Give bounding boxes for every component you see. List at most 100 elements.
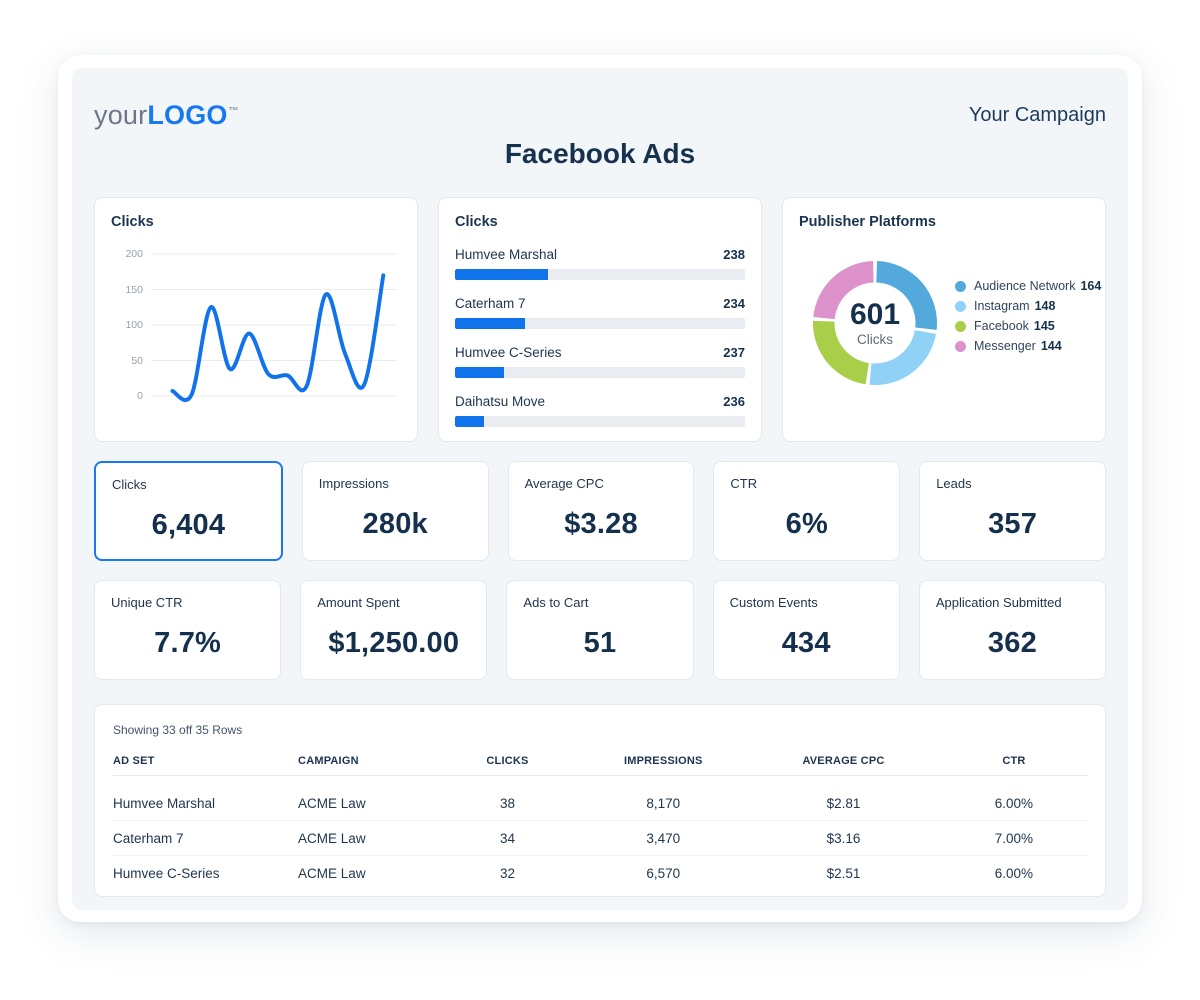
column-header-average-cpc: AVERAGE CPC [802,754,885,767]
logo-prefix: your [94,100,148,130]
legend-item: Instagram 148 [955,299,1101,313]
kpi-label: Ads to Cart [523,595,589,610]
table-cell: $3.16 [826,830,861,846]
table-cell: 8,170 [646,795,681,811]
table-cell: 6.00% [994,795,1034,811]
publisher-platforms-card: Publisher Platforms 601 Clicks Audience … [782,197,1106,442]
table-cell: 6.00% [994,866,1034,881]
table-cell: $2.81 [826,795,861,811]
legend-value: 148 [1034,299,1056,313]
publisher-donut-chart: 601 Clicks [810,258,940,388]
bar-list-item: Humvee Marshal 238 [455,247,745,280]
kpi-card-amount-spent[interactable]: Amount Spent $1,250.00 [300,580,488,680]
legend-label: Audience Network [974,279,1076,293]
bar-item-label: Humvee C-Series [455,345,562,360]
bar-fill [455,318,525,329]
adset-table: AD SET CAMPAIGN CLICKS IMPRESSIONS AVERAGE C… [113,746,1087,891]
kpi-row-1: Clicks 6,404 Impressions 280k Average CPC $3.… [94,461,1106,561]
bar-list-item: Daihatsu Move 236 [455,394,745,427]
table-cell: ACME Law [298,830,366,846]
clicks-trend-line [170,273,386,402]
y-axis-tick: 100 [125,319,143,331]
legend-dot-icon [955,320,966,332]
kpi-card-leads[interactable]: Leads 357 [919,461,1106,561]
bar-item-label: Daihatsu Move [455,394,546,409]
kpi-card-unique-ctr[interactable]: Unique CTR 7.7% [94,580,282,680]
table-cell: 7.00% [994,830,1034,846]
kpi-value: $3.28 [564,508,638,540]
column-header-ctr: CTR [1002,754,1026,767]
donut-svg [813,261,937,385]
kpi-card-impressions[interactable]: Impressions 280k [301,461,489,561]
bar-list-item: Humvee C-Series 237 [455,345,745,378]
table-cell: Humvee Marshal [113,795,216,811]
table-cell: 3,470 [646,830,681,846]
kpi-value: 7.7% [154,627,222,659]
clicks-line-chart: 200 150 100 50 0 [111,246,401,416]
kpi-label: Unique CTR [111,595,183,610]
table-row: Humvee C-Series ACME Law 32 6,570 $2.51 6.00% [113,856,1087,891]
table-row: Caterham 7 ACME Law 34 3,470 $3.16 7.00% [113,821,1087,856]
header: yourLOGO™ Your Campaign [94,98,1106,132]
y-axis-tick: 200 [125,248,143,260]
table-cell: 38 [499,795,515,811]
legend-value: 144 [1040,339,1062,353]
bar-track [455,367,745,378]
legend-dot-icon [955,280,966,292]
report-frame: yourLOGO™ Your Campaign Facebook Ads Cli… [58,55,1142,922]
table-cell: $2.51 [826,866,861,881]
kpi-card-clicks[interactable]: Clicks 6,404 [94,461,283,561]
y-axis-tick: 50 [131,354,143,367]
kpi-label: Amount Spent [317,595,400,610]
kpi-card-average-cpc[interactable]: Average CPC $3.28 [507,461,695,561]
table-cell: Humvee C-Series [113,866,220,881]
bar-fill [455,416,484,427]
table-cell: 34 [499,830,515,846]
bar-fill [455,367,505,378]
kpi-label: Custom Events [729,595,818,610]
donut-segment-messenger [813,261,874,320]
clicks-by-adset-title: Clicks [455,214,498,230]
kpi-card-custom-events[interactable]: Custom Events 434 [712,580,900,680]
page-title: Facebook Ads [504,138,696,169]
line-chart-svg [151,253,397,402]
kpi-label: Clicks [112,477,147,492]
kpi-label: CTR [730,476,758,491]
y-axis-tick: 150 [125,283,143,296]
table-cell: 6,570 [646,866,681,881]
legend-value: 164 [1080,279,1102,293]
column-header-impressions: IMPRESSIONS [623,754,703,767]
bar-item-value: 234 [723,296,745,311]
kpi-card-ctr[interactable]: CTR 6% [713,461,901,561]
donut-segment-instagram [869,330,937,385]
legend-label: Messenger [974,339,1036,353]
kpi-row-2: Unique CTR 7.7% Amount Spent $1,250.00 Ads t… [94,580,1107,680]
kpi-label: Application Submitted [935,595,1062,610]
legend-value: 145 [1033,319,1055,333]
clicks-bar-list: Humvee Marshal 238 Caterham 7 234 Humvee C-S… [455,247,745,427]
donut-segment-audience-network [876,261,937,330]
column-header-ad-set: AD SET [113,754,155,767]
kpi-value: 280k [362,508,428,540]
table-cell: 32 [499,866,515,881]
kpi-value: 51 [583,627,617,659]
column-header-campaign: CAMPAIGN [298,754,359,767]
table-row-count: Showing 33 off 35 Rows [113,723,243,737]
table-cell: ACME Law [298,795,366,811]
clicks-trend-title: Clicks [111,214,154,230]
adset-table-card: Showing 33 off 35 Rows AD SET CAMPAIGN CLI… [94,704,1106,897]
legend-label: Instagram [974,299,1030,313]
table-row: Humvee Marshal ACME Law 38 8,170 $2.81 6.00% [113,786,1087,821]
y-axis-tick: 0 [137,390,143,402]
kpi-value: 357 [988,508,1038,540]
kpi-value: 434 [781,627,831,659]
legend-item: Messenger 144 [955,339,1101,353]
logo-main: LOGO [147,100,228,130]
kpi-value: $1,250.00 [328,627,460,659]
clicks-trend-card: Clicks 200 150 100 50 0 [94,197,418,442]
kpi-card-application-submitted[interactable]: Application Submitted 362 [918,580,1107,680]
table-cell: ACME Law [298,866,366,881]
bar-item-value: 237 [723,345,745,360]
kpi-card-ads-to-cart[interactable]: Ads to Cart 51 [506,580,694,680]
